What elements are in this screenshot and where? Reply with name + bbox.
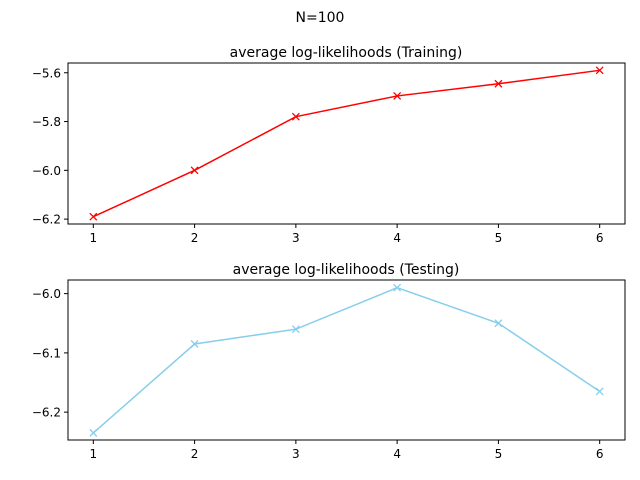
data-point-training [393,91,402,100]
x-tick-label-testing: 2 [191,447,199,461]
data-point-testing [190,340,199,348]
data-point-training [190,166,199,175]
series-line-training [93,69,600,218]
x-tick-label-training: 6 [596,231,604,245]
data-point-testing [393,283,402,292]
data-point-testing [595,387,604,396]
x-tick-label-training: 3 [292,231,300,245]
x-tick-label-testing: 1 [89,447,97,461]
x-tick-label-training: 4 [393,231,401,245]
chart-title-training: average log-likelihoods (Training) [230,45,463,61]
x-tick-label-testing: 3 [292,447,300,461]
x-tick-label-training: 1 [89,231,97,245]
testing-chart: average log-likelihoods (Testing) 1 2 3 4 5 6… [32,262,626,461]
data-point-training [595,66,604,75]
data-point-training [291,112,300,121]
y-tick-label-training: −6.0 [32,164,61,178]
data-point-testing [494,319,503,328]
data-point-testing [89,428,98,437]
data-point-testing [291,325,300,334]
x-tick-label-testing: 6 [596,447,604,461]
data-point-training [89,212,98,221]
y-tick-label-training: −5.8 [32,115,61,129]
series-line-testing [92,286,601,434]
chart-title-testing: average log-likelihoods (Testing) [233,262,460,278]
y-tick-label-testing: −6.2 [32,406,61,420]
x-tick-label-training: 2 [191,231,199,245]
data-point-training [494,79,503,88]
y-tick-label-testing: −6.1 [32,346,61,360]
figure-suptitle: N=100 [296,10,345,26]
training-chart: average log-likelihoods (Training) 1 2 3 4 5… [32,45,626,245]
x-tick-label-testing: 4 [393,447,401,461]
x-tick-label-training: 5 [495,231,503,245]
y-tick-label-testing: −6.0 [32,287,61,301]
y-tick-label-training: −6.2 [32,213,61,227]
plot-area-testing [67,279,626,441]
x-tick-label-testing: 5 [495,447,503,461]
plot-area-training [67,62,626,225]
y-tick-label-training: −5.6 [32,66,61,80]
